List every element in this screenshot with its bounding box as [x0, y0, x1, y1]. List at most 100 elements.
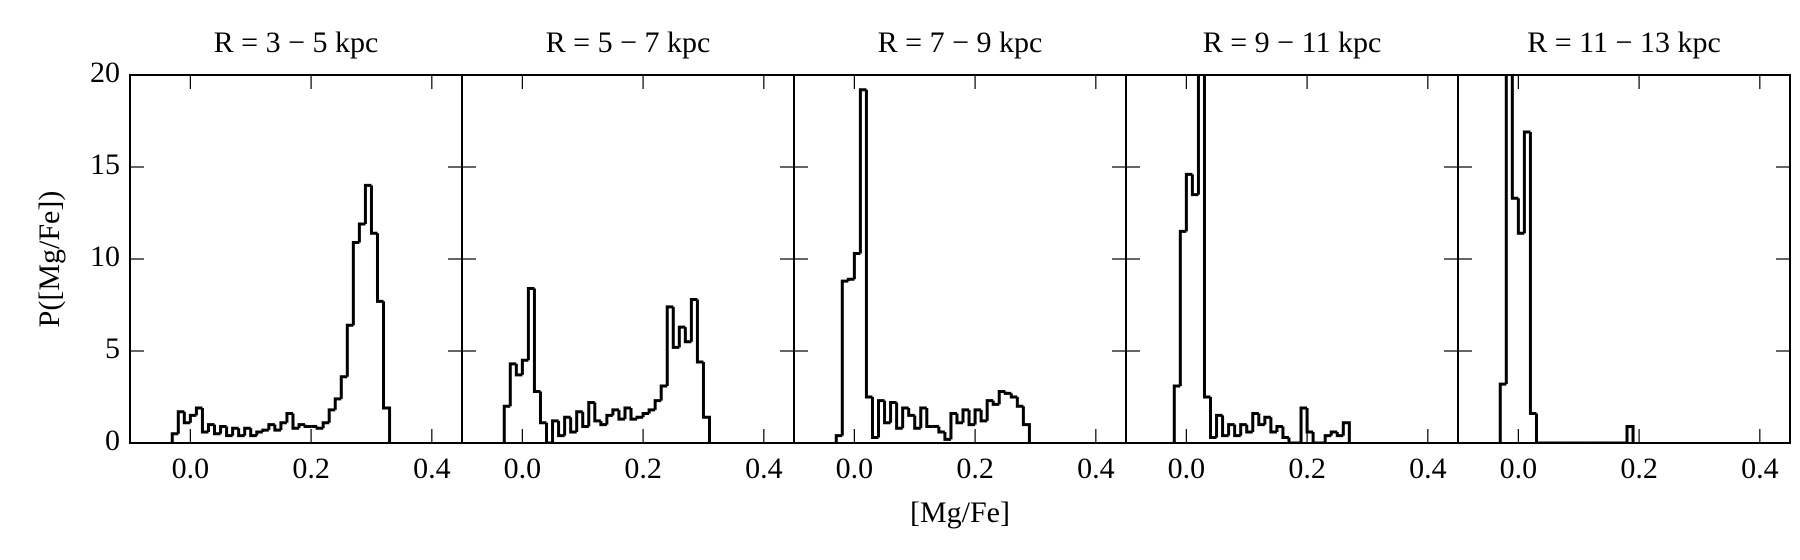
y-tick-label: 10 — [90, 240, 120, 273]
histogram-bin — [1498, 382, 1507, 443]
histogram-bin — [569, 417, 577, 434]
histogram-bin — [575, 410, 583, 432]
x-tick-label: 0.4 — [1409, 452, 1447, 485]
histogram-bin — [1287, 437, 1296, 443]
histogram-bin — [623, 406, 632, 420]
histogram-bin — [297, 423, 306, 429]
histogram-bin — [1329, 430, 1338, 436]
histogram-bin — [852, 251, 861, 280]
panel-frame — [793, 74, 1127, 444]
histogram-bin — [237, 428, 245, 438]
histogram-bin — [502, 404, 511, 443]
histogram-bin — [219, 424, 227, 434]
histogram-bin — [557, 420, 565, 438]
histogram-bin — [629, 408, 638, 421]
histogram-bin — [1003, 391, 1012, 395]
histogram-bin — [695, 299, 704, 364]
histogram-bin — [1215, 413, 1223, 438]
histogram-bin — [883, 400, 891, 425]
histogram-bin — [363, 183, 372, 225]
histogram-bin — [375, 233, 384, 303]
histogram-bin — [1221, 415, 1229, 438]
histogram-bin — [563, 415, 571, 436]
histogram-bin — [1227, 423, 1235, 436]
histogram-bin — [1504, 75, 1508, 385]
histogram-bin — [261, 428, 269, 432]
histogram — [834, 88, 1031, 443]
histogram-bin — [1196, 75, 1200, 195]
histogram-bin — [840, 279, 849, 436]
histogram-bin — [1299, 406, 1308, 443]
histogram-bin — [846, 277, 855, 282]
histogram-bin — [647, 408, 656, 414]
histogram-bin — [176, 410, 185, 434]
x-tick-label: 0.4 — [1741, 452, 1779, 485]
histogram-bin — [520, 358, 529, 375]
histogram-bin — [170, 432, 179, 443]
histogram-bin — [949, 412, 957, 440]
histogram-bin — [665, 305, 674, 386]
panel-title: R = 3 − 5 kpc — [214, 26, 379, 59]
histogram-bin — [961, 408, 970, 423]
x-axis-label: [Mg/Fe] — [910, 496, 1010, 529]
x-tick-label: 0.2 — [292, 452, 330, 485]
histogram-bin — [1281, 426, 1289, 439]
histogram-bin — [937, 426, 945, 434]
histogram-bin — [1516, 198, 1525, 235]
x-tick-label: 0.0 — [504, 452, 542, 485]
histogram-bin — [315, 426, 324, 430]
x-tick-label: 0.4 — [413, 452, 451, 485]
histogram-bin — [864, 89, 873, 399]
histogram-bin — [267, 423, 275, 431]
y-tick-label: 0 — [105, 424, 120, 457]
histogram-bin — [907, 408, 915, 417]
panel-frame — [461, 74, 795, 444]
histogram-bin — [943, 431, 951, 441]
histogram-bin — [255, 430, 263, 436]
histogram-bin — [653, 399, 662, 410]
histogram-bin — [877, 399, 885, 438]
x-tick-label: 0.2 — [956, 452, 994, 485]
histogram-bin — [671, 306, 680, 349]
histogram-bin — [1534, 413, 1543, 443]
histogram-bin — [1275, 424, 1283, 432]
histogram-bin — [1245, 424, 1253, 434]
histogram-bin — [991, 400, 1000, 406]
histogram-bin — [1251, 412, 1259, 432]
histogram-bin — [889, 401, 897, 423]
x-tick-label: 0.2 — [624, 452, 662, 485]
x-tick-label: 0.4 — [745, 452, 783, 485]
panel-title: R = 5 − 7 kpc — [546, 26, 711, 59]
histogram-bin — [303, 424, 312, 428]
histogram-bin — [213, 424, 221, 436]
histogram-bin — [225, 426, 233, 438]
histogram-bin — [279, 421, 287, 431]
histogram-bin — [593, 402, 601, 423]
histogram-bin — [587, 401, 595, 427]
histogram-bin — [339, 375, 348, 399]
x-tick-label: 0.0 — [1500, 452, 1538, 485]
histogram-bin — [1233, 424, 1241, 438]
histogram-bin — [333, 397, 342, 410]
histogram-bin — [997, 389, 1006, 405]
histogram-bin — [858, 88, 867, 254]
panel-frame — [1125, 74, 1459, 444]
histogram-bin — [913, 415, 921, 430]
histogram-bin — [925, 408, 933, 428]
histogram-bin — [188, 413, 197, 423]
histogram-bin — [870, 397, 879, 439]
histogram-bin — [605, 413, 613, 425]
histogram-bin — [611, 408, 619, 416]
histogram-bin — [200, 408, 209, 434]
histogram-bin — [382, 301, 392, 443]
histogram-bin — [1209, 397, 1217, 439]
y-tick-label: 20 — [90, 56, 120, 89]
histogram-bin — [919, 406, 927, 429]
histogram-bin — [683, 327, 692, 344]
histogram-bin — [1305, 408, 1314, 434]
x-tick-label: 0.0 — [836, 452, 874, 485]
histogram-bin — [1323, 434, 1332, 443]
x-tick-label: 0.2 — [1288, 452, 1326, 485]
histogram-bin — [206, 423, 215, 432]
